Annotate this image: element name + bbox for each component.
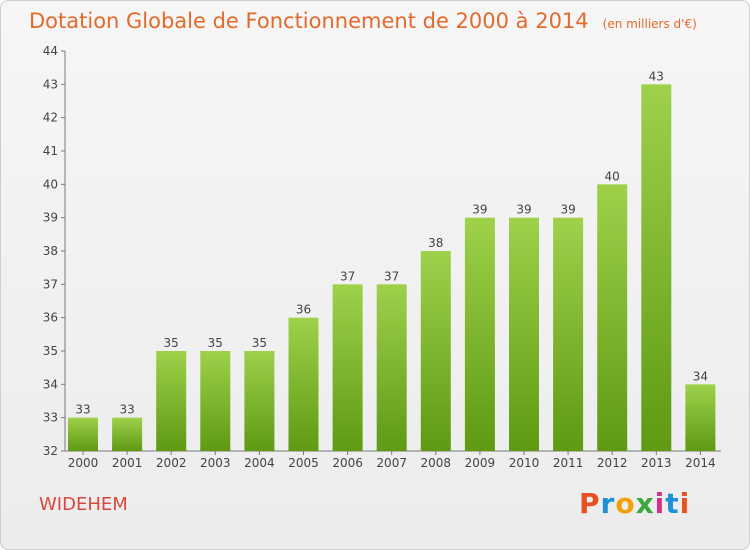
logo-letter: o (615, 487, 636, 520)
x-tick-label: 2009 (465, 456, 496, 470)
bar-value-label: 43 (649, 69, 664, 83)
bar (420, 251, 451, 451)
logo-letter: i (654, 487, 666, 520)
y-tick-label: 32 (43, 444, 58, 458)
bar (553, 217, 584, 451)
bar-value-label: 34 (693, 369, 708, 383)
x-tick-label: 2001 (112, 456, 143, 470)
bar-value-label: 39 (516, 203, 531, 217)
bar-value-label: 39 (560, 203, 575, 217)
bar-value-label: 37 (384, 269, 399, 283)
bar (244, 351, 275, 451)
y-tick-label: 40 (43, 177, 58, 191)
x-tick-label: 2013 (641, 456, 672, 470)
logo-letter: x (635, 487, 655, 520)
bar-value-label: 39 (472, 203, 487, 217)
bar (200, 351, 231, 451)
logo-letter: t (665, 487, 680, 520)
bar (685, 384, 716, 451)
x-tick-label: 2010 (509, 456, 540, 470)
logo-letter: P (579, 487, 601, 520)
bar (597, 184, 628, 452)
x-tick-label: 2002 (156, 456, 187, 470)
y-tick-label: 37 (43, 277, 58, 291)
bar (332, 284, 363, 451)
x-tick-label: 2007 (376, 456, 407, 470)
y-tick-label: 38 (43, 244, 58, 258)
y-tick-label: 36 (43, 311, 58, 325)
x-tick-label: 2008 (421, 456, 452, 470)
y-tick-label: 34 (43, 377, 58, 391)
x-tick-label: 2014 (685, 456, 716, 470)
x-tick-label: 2004 (244, 456, 275, 470)
bar-value-label: 36 (296, 303, 311, 317)
chart-title: Dotation Globale de Fonctionnement de 20… (29, 9, 697, 33)
bar (376, 284, 407, 451)
y-tick-label: 44 (43, 44, 58, 58)
y-tick-label: 35 (43, 344, 58, 358)
bar (641, 84, 672, 451)
bar (156, 351, 187, 451)
bar (509, 217, 539, 451)
y-tick-label: 42 (43, 111, 58, 125)
x-tick-label: 2005 (288, 456, 319, 470)
bar (68, 417, 98, 451)
bar-value-label: 35 (164, 336, 179, 350)
unit-label: (en milliers d'€) (602, 17, 697, 31)
x-tick-label: 2006 (332, 456, 363, 470)
bar-value-label: 33 (119, 403, 134, 417)
proxiti-logo[interactable]: Proxiti (579, 487, 690, 520)
x-tick-label: 2012 (597, 456, 628, 470)
x-tick-label: 2011 (553, 456, 584, 470)
bar-value-label: 33 (75, 403, 90, 417)
bar-value-label: 37 (340, 269, 355, 283)
logo-letter: r (600, 487, 616, 520)
bar (464, 217, 495, 451)
logo-letter: i (679, 487, 691, 520)
bar-value-label: 35 (208, 336, 223, 350)
x-tick-label: 2000 (68, 456, 99, 470)
y-tick-label: 39 (43, 211, 58, 225)
y-tick-label: 33 (43, 411, 58, 425)
x-tick-label: 2003 (200, 456, 231, 470)
y-tick-label: 43 (43, 77, 58, 91)
y-tick-label: 41 (43, 144, 58, 158)
bar-value-label: 38 (428, 236, 443, 250)
bar (288, 317, 319, 451)
title-text: Dotation Globale de Fonctionnement de 20… (29, 9, 589, 33)
commune-name: WIDEHEM (39, 494, 128, 515)
bar-value-label: 40 (605, 169, 620, 183)
bar (112, 417, 143, 451)
bar-value-label: 35 (252, 336, 267, 350)
